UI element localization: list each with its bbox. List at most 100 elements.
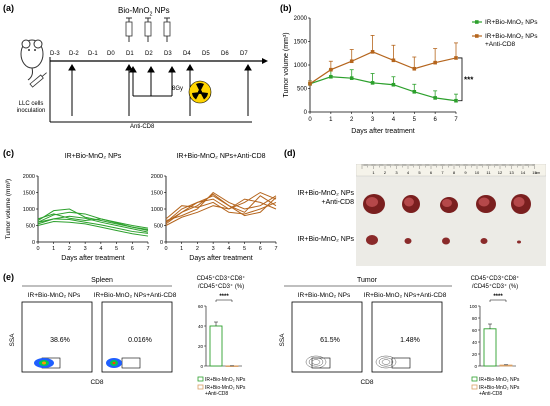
x-tick-label: 7	[274, 246, 277, 252]
bar-title: /CD45⁺CD3⁺ (%)	[472, 283, 518, 290]
mouse-curve	[37, 208, 149, 231]
y-tick-label: 500	[297, 87, 308, 93]
x-tick-label: 3	[212, 246, 215, 252]
x-tick-label: 4	[392, 117, 396, 123]
y-tick-label: 0	[304, 110, 308, 116]
panel-b-chart: 0 500 1000 1500 2000 0 1 2 3 4 5 6 7 Days after treat…	[283, 16, 538, 135]
ruler-number: 4	[407, 170, 410, 175]
legend-swatch	[471, 376, 478, 382]
flow-contour	[378, 357, 394, 367]
x-tick-label: 5	[413, 117, 417, 123]
x-tick-label: 3	[84, 246, 87, 252]
flow-dots	[112, 361, 116, 365]
data-point	[412, 66, 417, 71]
mouse-curve	[165, 201, 277, 220]
panel-d-label: (d)	[284, 148, 296, 158]
ruler-number: 15	[532, 170, 537, 175]
flow-dots	[42, 361, 46, 365]
flow-group-label: IR+Bio-MnO₂ NPs	[298, 292, 351, 299]
x-tick-label: 7	[454, 117, 458, 123]
day-label: D-3	[49, 51, 61, 57]
bar	[499, 364, 513, 367]
y-tick-label: 0	[32, 240, 35, 246]
legend-swatch	[471, 384, 478, 390]
flow-contour	[375, 355, 397, 369]
x-tick-label: 0	[36, 246, 39, 252]
legend-marker	[475, 34, 479, 38]
ruler-number: 9	[464, 170, 467, 175]
day-label: D-2	[68, 51, 80, 57]
y-tick-label: 2000	[294, 16, 308, 22]
legend-label: IR+Bio-MnO₂ NPs	[479, 385, 520, 391]
tumor-highlight	[513, 197, 525, 207]
y-axis-title: Tumor volume (mm³)	[5, 179, 12, 239]
subplot-title: IR+Bio-MnO₂ NPs	[65, 153, 122, 160]
mouse-curve	[37, 221, 149, 237]
sig-label: ****	[493, 294, 503, 300]
ruler-number: 13	[509, 170, 514, 175]
x-tick-label: 4	[99, 246, 102, 252]
mouse-curve	[37, 213, 149, 229]
mouse-curve	[165, 195, 277, 223]
bar	[209, 325, 223, 367]
flow-group-label: IR+Bio-MnO₂ NPs+Anti-CD8	[364, 292, 447, 299]
np-syringe-icon-3	[163, 17, 171, 42]
panel-a-schematic	[20, 17, 268, 123]
sig-bracket	[458, 57, 463, 102]
data-point	[454, 56, 458, 60]
y-tick-label: 100	[469, 304, 477, 309]
cd8-label: CD8	[90, 379, 103, 386]
np-syringe-icon-2	[144, 17, 152, 42]
y-tick-label: 0	[160, 240, 163, 246]
ruler-unit: cm	[535, 171, 540, 175]
day-label: D7	[239, 51, 249, 57]
x-tick-label: 5	[243, 246, 246, 252]
y-tick-label: 500	[26, 224, 35, 230]
ruler-number: 1	[372, 170, 375, 175]
x-tick-label: 3	[371, 117, 375, 123]
day-label: D3	[163, 51, 173, 57]
radiation-icon	[188, 80, 212, 104]
sig-label: ****	[219, 294, 229, 300]
tumor-small	[517, 240, 521, 244]
legend-label-cont: +Anti-CD8	[205, 391, 228, 397]
x-tick-label: 1	[329, 117, 333, 123]
subplot-title: IR+Bio-MnO₂ NPs+Anti-CD8	[176, 153, 265, 160]
panel-e-label: (e)	[3, 272, 14, 282]
x-axis-title: Days after treatment	[61, 255, 124, 262]
panel-b-label: (b)	[280, 3, 292, 13]
tissue-title: Tumor	[357, 277, 378, 284]
y-tick-label: 2000	[23, 174, 35, 180]
np-label: Bio-MnO2 NPs	[118, 6, 170, 18]
ruler-number: 7	[441, 170, 444, 175]
x-tick-label: 1	[52, 246, 55, 252]
ssa-label: SSA	[9, 333, 16, 347]
day-label: D1	[125, 51, 135, 57]
bar	[483, 328, 497, 367]
y-tick-label: 1000	[151, 207, 163, 213]
ruler-number: 8	[453, 170, 456, 175]
flow-percentage: 0.016%	[128, 337, 152, 344]
flow-group-label: IR+Bio-MnO₂ NPs+Anti-CD8	[94, 292, 177, 299]
flow-contour	[305, 355, 327, 369]
data-point	[349, 59, 354, 64]
sig-bracket	[215, 299, 233, 302]
y-tick-label: 500	[154, 224, 163, 230]
bar-title: /CD45⁺CD3⁺ (%)	[198, 283, 244, 290]
data-point	[329, 74, 333, 79]
legend-swatch	[197, 376, 204, 382]
flow-contour	[381, 359, 391, 365]
flow-group-label: IR+Bio-MnO₂ NPs	[28, 292, 81, 299]
panel-a-label: (a)	[3, 3, 14, 13]
bar-title: CD45⁺CD3⁺CD8⁺	[471, 275, 520, 282]
y-tick-label: 1000	[294, 63, 308, 69]
np-syringe-icon-1	[125, 17, 133, 42]
flow-plot	[21, 301, 93, 373]
mouse-icon	[20, 39, 44, 81]
series-line	[309, 76, 457, 102]
x-tick-label: 1	[180, 246, 183, 252]
mouse-curve	[165, 191, 277, 223]
ruler	[356, 164, 546, 177]
legend-label: IR+Bio-MnO₂ NPs	[205, 377, 246, 383]
y-tick-label: 60	[198, 304, 204, 309]
